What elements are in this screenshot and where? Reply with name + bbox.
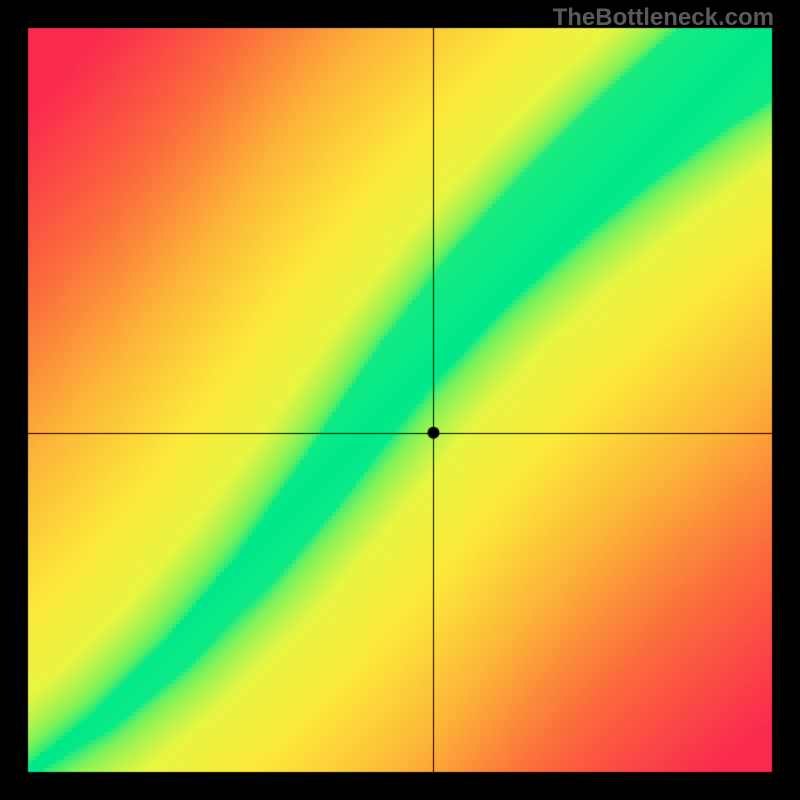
watermark-text: TheBottleneck.com: [553, 4, 774, 32]
bottleneck-heatmap: [0, 0, 800, 800]
chart-container: TheBottleneck.com: [0, 0, 800, 800]
